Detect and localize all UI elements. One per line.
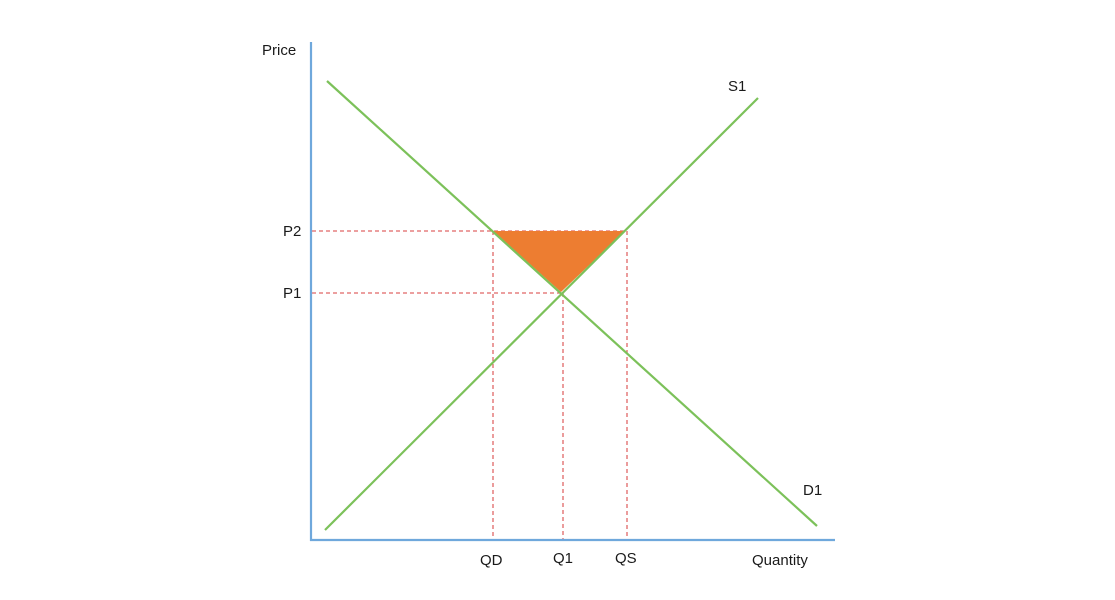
qs-label: QS <box>615 550 637 567</box>
y-axis-label: Price <box>262 42 296 59</box>
p2-label: P2 <box>283 223 301 240</box>
p1-label: P1 <box>283 285 301 302</box>
demand-curve-label: D1 <box>803 482 822 499</box>
demand-curve <box>326 80 818 527</box>
shaded-triangle <box>493 231 625 292</box>
qd-label: QD <box>480 552 503 569</box>
x-axis-label: Quantity <box>752 552 808 569</box>
q1-label: Q1 <box>553 550 573 567</box>
supply-curve-label: S1 <box>728 78 746 95</box>
supply-curve <box>324 97 759 531</box>
